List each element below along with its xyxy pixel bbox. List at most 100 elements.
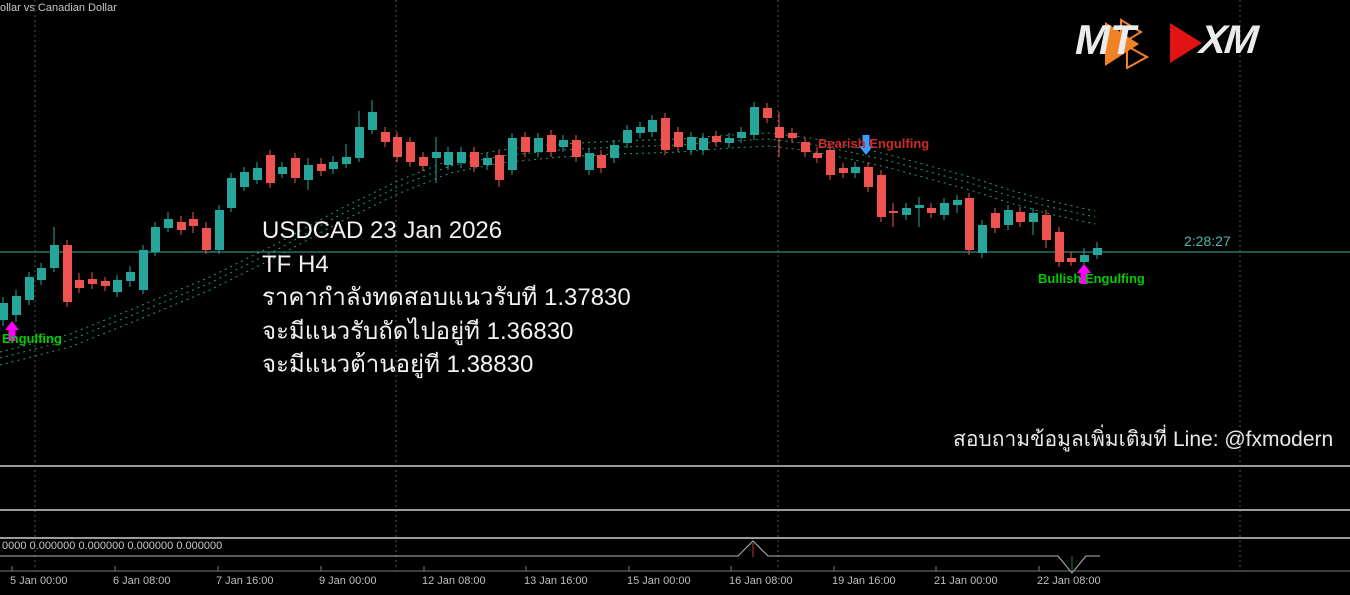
candle-body-bull	[737, 132, 746, 138]
annotation-next-support: จะมีแนวรับถัดไปอยู่ที 1.36830	[262, 317, 574, 345]
window-separator	[0, 509, 1350, 511]
candle-body-bear	[813, 153, 822, 158]
candle-body-bear	[965, 198, 974, 250]
moving-average-line	[0, 138, 1096, 359]
candle-body-bear	[712, 136, 721, 142]
candle-body-bear	[775, 127, 784, 138]
signal-line	[0, 540, 1100, 574]
bearish-engulfing-arrow-icon	[859, 135, 873, 155]
candle-body-bear	[889, 211, 898, 213]
candle-body-bear	[419, 157, 428, 166]
candle-body-bull	[457, 152, 466, 163]
candle-body-bear	[75, 280, 84, 288]
candle-body-bull	[253, 168, 262, 180]
candle-body-bull	[0, 303, 8, 320]
bullish-engulfing-label: Bullish Engulfing	[1038, 271, 1145, 286]
candle-body-bear	[521, 137, 530, 152]
candle-body-bear	[1067, 258, 1076, 262]
candle-body-bull	[37, 268, 46, 280]
moving-average-line	[0, 132, 1096, 353]
candle-body-bull	[113, 280, 122, 292]
x-axis-label: 7 Jan 16:00	[216, 575, 274, 587]
candle-body-bull	[240, 172, 249, 187]
candle-body-bull	[585, 153, 594, 170]
indicator-values-row: 0000 0.000000 0.000000 0.000000 0.000000	[2, 540, 223, 552]
x-axis-label: 12 Jan 08:00	[422, 575, 486, 587]
x-axis-label: 13 Jan 16:00	[524, 575, 588, 587]
candle-body-bear	[1042, 215, 1051, 240]
candle-body-bear	[291, 158, 300, 178]
x-axis-label: 9 Jan 00:00	[319, 575, 377, 587]
candle-body-bull	[699, 138, 708, 150]
x-axis-label: 22 Jan 08:00	[1037, 575, 1101, 587]
mt-logo-text: MT	[1075, 16, 1136, 63]
bullish-engulfing-arrow-icon	[1077, 264, 1091, 284]
candle-body-bull	[610, 145, 619, 158]
candle-body-bull	[432, 152, 441, 158]
x-axis-label: 15 Jan 00:00	[627, 575, 691, 587]
x-axis-label: 6 Jan 08:00	[113, 575, 171, 587]
candle-body-bull	[725, 138, 734, 143]
symbol-title: ollar vs Canadian Dollar	[0, 2, 117, 14]
candle-body-bull	[750, 107, 759, 135]
window-separator	[0, 537, 1350, 539]
candle-body-bull	[623, 130, 632, 143]
candle-body-bear	[177, 222, 186, 230]
candle-body-bull	[902, 208, 911, 215]
candle-body-bull	[151, 227, 160, 252]
candle-body-bull	[915, 205, 924, 208]
candle-body-bull	[50, 245, 59, 268]
x-axis-label: 5 Jan 00:00	[10, 575, 68, 587]
candle-body-bear	[991, 213, 1000, 228]
candle-body-bull	[1004, 210, 1013, 225]
x-axis-label: 21 Jan 00:00	[934, 575, 998, 587]
candle-body-bull	[978, 225, 987, 253]
candle-body-bear	[801, 142, 810, 152]
candle-body-bear	[495, 155, 504, 180]
annotation-resistance: จะมีแนวต้านอยู่ที 1.38830	[262, 351, 534, 378]
candle-body-bear	[63, 245, 72, 302]
xm-logo-text: XM	[1197, 18, 1259, 62]
metatrader-logo: MT	[1075, 16, 1170, 72]
window-separator	[0, 465, 1350, 467]
candle-body-bull	[368, 112, 377, 130]
candle-body-bull	[25, 277, 34, 300]
candle-body-bull	[304, 165, 313, 180]
time-axis[interactable]: 5 Jan 00:00 6 Jan 08:00 7 Jan 16:00 9 Jan 0…	[0, 575, 1350, 593]
contact-line-text: สอบถามข้อมูลเพิ่มเติมที่ Line: @fxmodern	[953, 428, 1334, 451]
candle-body-bear	[572, 140, 581, 157]
candle-body-bear	[927, 208, 936, 213]
candle-body-bull	[508, 138, 517, 170]
candle-body-bear	[317, 164, 326, 171]
candle-body-bear	[381, 132, 390, 142]
candle-body-bull	[329, 162, 338, 169]
candle-body-bear	[470, 152, 479, 167]
analysis-annotation: USDCAD 23 Jan 2026 TF H4 ราคากำลังทดสอบแ…	[262, 214, 631, 382]
candle-body-bull	[1029, 213, 1038, 222]
candle-body-bear	[406, 142, 415, 162]
candle-body-bull	[940, 203, 949, 215]
candle-body-bull	[215, 210, 224, 250]
bullish-engulfing-arrow-left-icon	[5, 321, 19, 341]
candle-body-bear	[839, 168, 848, 173]
annotation-support: ราคากำลังทดสอบแนวรับที 1.37830	[262, 284, 631, 311]
candle-body-bear	[788, 133, 797, 138]
candle-body-bear	[826, 150, 835, 175]
candle-body-bear	[674, 132, 683, 147]
candle-body-bear	[393, 137, 402, 157]
xm-triangle-icon	[1170, 23, 1202, 63]
candle-body-bull	[534, 138, 543, 152]
candle-countdown-timer: 2:28:27	[1184, 233, 1231, 249]
candle-body-bull	[559, 140, 568, 147]
x-axis-label: 19 Jan 16:00	[832, 575, 896, 587]
candle-body-bull	[1080, 255, 1089, 262]
metatrader-triangles-icon	[1105, 18, 1150, 70]
candle-body-bear	[661, 118, 670, 150]
candle-body-bear	[877, 175, 886, 217]
candle-body-bear	[763, 108, 772, 118]
candle-body-bear	[1016, 212, 1025, 222]
candle-body-bull	[355, 127, 364, 158]
candle-body-bear	[1055, 232, 1064, 262]
